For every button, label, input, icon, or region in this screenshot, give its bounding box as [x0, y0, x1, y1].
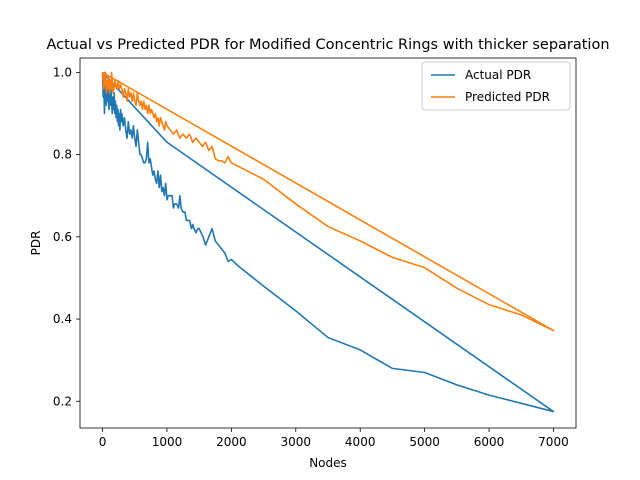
x-axis-ticks: 0 1000 2000 3000 4000 5000 6000 7000: [99, 428, 569, 449]
y-tick-label: 0.6: [53, 230, 72, 244]
y-axis-ticks: 0.2 0.4 0.6 0.8 1.0: [53, 65, 80, 408]
x-tick-label: 2000: [216, 435, 247, 449]
legend-box: [421, 61, 571, 111]
legend-label-predicted: Predicted PDR: [465, 90, 550, 104]
x-tick-label: 7000: [538, 435, 569, 449]
x-tick-label: 3000: [281, 435, 312, 449]
plot-frame: [79, 57, 577, 429]
y-tick-label: 1.0: [53, 65, 72, 79]
y-tick-label: 0.4: [53, 312, 72, 326]
series-line-actual-pdr: [101, 71, 555, 413]
x-tick-label: 0: [99, 435, 107, 449]
series-layer: [101, 71, 555, 413]
legend-label-actual: Actual PDR: [465, 68, 531, 82]
chart-title: Actual vs Predicted PDR for Modified Con…: [46, 37, 609, 53]
x-tick-label: 1000: [152, 435, 183, 449]
x-tick-label: 4000: [345, 435, 376, 449]
x-tick-label: 6000: [474, 435, 505, 449]
legend: Actual PDR Predicted PDR: [421, 61, 571, 111]
y-axis-label: PDR: [29, 231, 43, 256]
x-axis-label: Nodes: [309, 456, 347, 470]
y-tick-label: 0.2: [53, 394, 72, 408]
series-line-predicted-pdr: [101, 71, 555, 332]
y-tick-label: 0.8: [53, 148, 72, 162]
x-tick-label: 5000: [409, 435, 440, 449]
plot-area: [79, 57, 577, 429]
